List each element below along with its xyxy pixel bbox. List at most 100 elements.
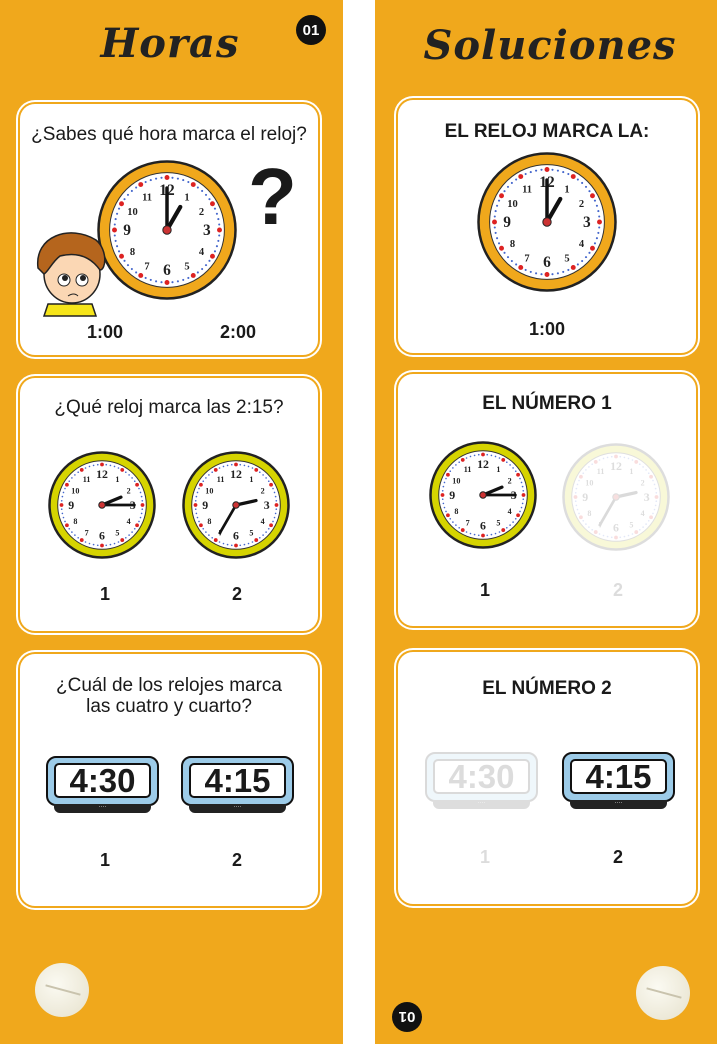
digital-clock-option-2[interactable]: 4:15 ···· <box>181 751 294 813</box>
clock-tick <box>140 512 143 515</box>
option-2-label: 2 <box>612 847 624 867</box>
clock-tick <box>591 463 594 466</box>
analog-clock-option-2[interactable]: 123456789101112 <box>182 451 290 564</box>
option-2-label[interactable]: 2 <box>231 850 243 870</box>
clock-tick <box>131 477 133 479</box>
clock-tick <box>208 198 211 201</box>
question-mark-icon: ? <box>248 152 297 241</box>
clock-tick <box>494 210 497 213</box>
clock-tick <box>211 471 214 474</box>
clock-tick <box>497 199 501 202</box>
analog-clock-option-1[interactable]: 123456789101112 <box>48 451 156 564</box>
clock-tick <box>595 204 598 207</box>
clock-face: 123456789101112 <box>48 451 156 559</box>
clock-tick <box>512 467 514 469</box>
clock-tick <box>194 508 197 511</box>
clock-tick <box>100 543 104 548</box>
digital-clock-option-1[interactable]: 4:30 ···· <box>46 751 159 813</box>
clock-tick <box>213 250 217 253</box>
clock-tick <box>654 504 657 507</box>
clock-tick <box>210 253 215 259</box>
clock-tick <box>71 531 73 533</box>
clock-tick <box>218 467 221 469</box>
digital-clock-time: 4:30 <box>433 758 530 795</box>
pin-icon <box>636 966 690 1020</box>
clock-tick <box>139 516 142 519</box>
clock-tick <box>176 177 179 180</box>
clock-numeral: 12 <box>610 459 622 473</box>
clock-tick <box>258 471 261 474</box>
clock-tick <box>606 535 609 538</box>
clock-tick <box>208 259 211 262</box>
clock-tick <box>590 193 595 199</box>
clock-tick <box>116 212 119 215</box>
digital-clock-time: 4:30 <box>54 762 151 799</box>
clock-numeral: 1 <box>115 475 119 484</box>
clock-tick <box>96 463 99 466</box>
clock-tick <box>247 465 250 468</box>
option-2-label[interactable]: 2 <box>231 584 243 604</box>
clock-tick <box>141 499 144 502</box>
clock-tick <box>655 491 658 494</box>
clock-tick <box>144 180 147 184</box>
option-2-label[interactable]: 2:00 <box>219 322 257 342</box>
clock-tick <box>521 502 524 505</box>
clock-tick <box>194 499 197 502</box>
clock-tick <box>149 179 152 182</box>
clock-tick <box>481 533 485 538</box>
clock-tick <box>109 464 112 467</box>
clock-tick <box>516 513 520 518</box>
clock-numeral: 8 <box>130 247 135 258</box>
solution-3-heading: EL NÚMERO 2 <box>482 678 612 699</box>
clock-tick <box>443 506 446 509</box>
analog-clock: 123456789101112 <box>97 160 237 305</box>
clock-numeral: 2 <box>199 207 204 218</box>
clock-numeral: 6 <box>99 529 105 543</box>
clock-tick <box>567 172 570 176</box>
clock-tick <box>267 480 270 483</box>
clock-tick <box>113 542 116 545</box>
clock-tick <box>211 536 214 539</box>
clock-tick <box>120 468 125 472</box>
clock-tick <box>520 481 523 484</box>
clock-tick <box>190 182 196 187</box>
clock-tick <box>265 531 267 533</box>
clock-tick <box>442 502 445 505</box>
clock-numeral: 3 <box>644 490 650 504</box>
clock-tick <box>265 477 267 479</box>
clock-tick <box>113 234 116 237</box>
clock-tick <box>205 477 207 479</box>
clock-tick <box>77 536 80 539</box>
clock-tick <box>133 527 136 530</box>
clock-tick <box>579 515 583 520</box>
clock-tick <box>275 508 278 511</box>
clock-numeral: 4 <box>127 517 131 526</box>
clock-tick <box>610 536 613 539</box>
clock-tick <box>449 517 452 520</box>
option-1-label[interactable]: 1:00 <box>86 322 124 342</box>
clock-numeral: 6 <box>163 262 171 279</box>
clock-tick <box>505 526 508 529</box>
clock-tick <box>195 512 198 515</box>
question-2-text: ¿Qué reloj marca las 2:15? <box>54 397 284 418</box>
answer-label: 1:00 <box>528 319 566 339</box>
clock-tick <box>496 237 499 240</box>
question-card: Horas 01 ¿Sabes qué hora marca el reloj?… <box>0 0 343 1044</box>
clock-tick <box>144 276 147 280</box>
clock-tick <box>460 458 465 462</box>
clock-tick <box>217 218 220 221</box>
clock-tick <box>273 491 276 494</box>
clock-tick <box>647 519 650 522</box>
clock-tick <box>124 471 127 474</box>
clock-tick <box>251 541 254 543</box>
clock-tick <box>199 482 203 487</box>
clock-tick <box>576 263 579 266</box>
clock-numeral: 10 <box>452 476 460 485</box>
clock-tick <box>155 177 158 180</box>
option-1-label[interactable]: 1 <box>99 850 111 870</box>
option-1-label[interactable]: 1 <box>99 584 111 604</box>
clock-numeral: 9 <box>123 222 131 239</box>
clock-tick <box>198 520 200 523</box>
clock-tick <box>254 538 259 542</box>
question-3-line-2: las cuatro y cuarto? <box>86 696 252 717</box>
